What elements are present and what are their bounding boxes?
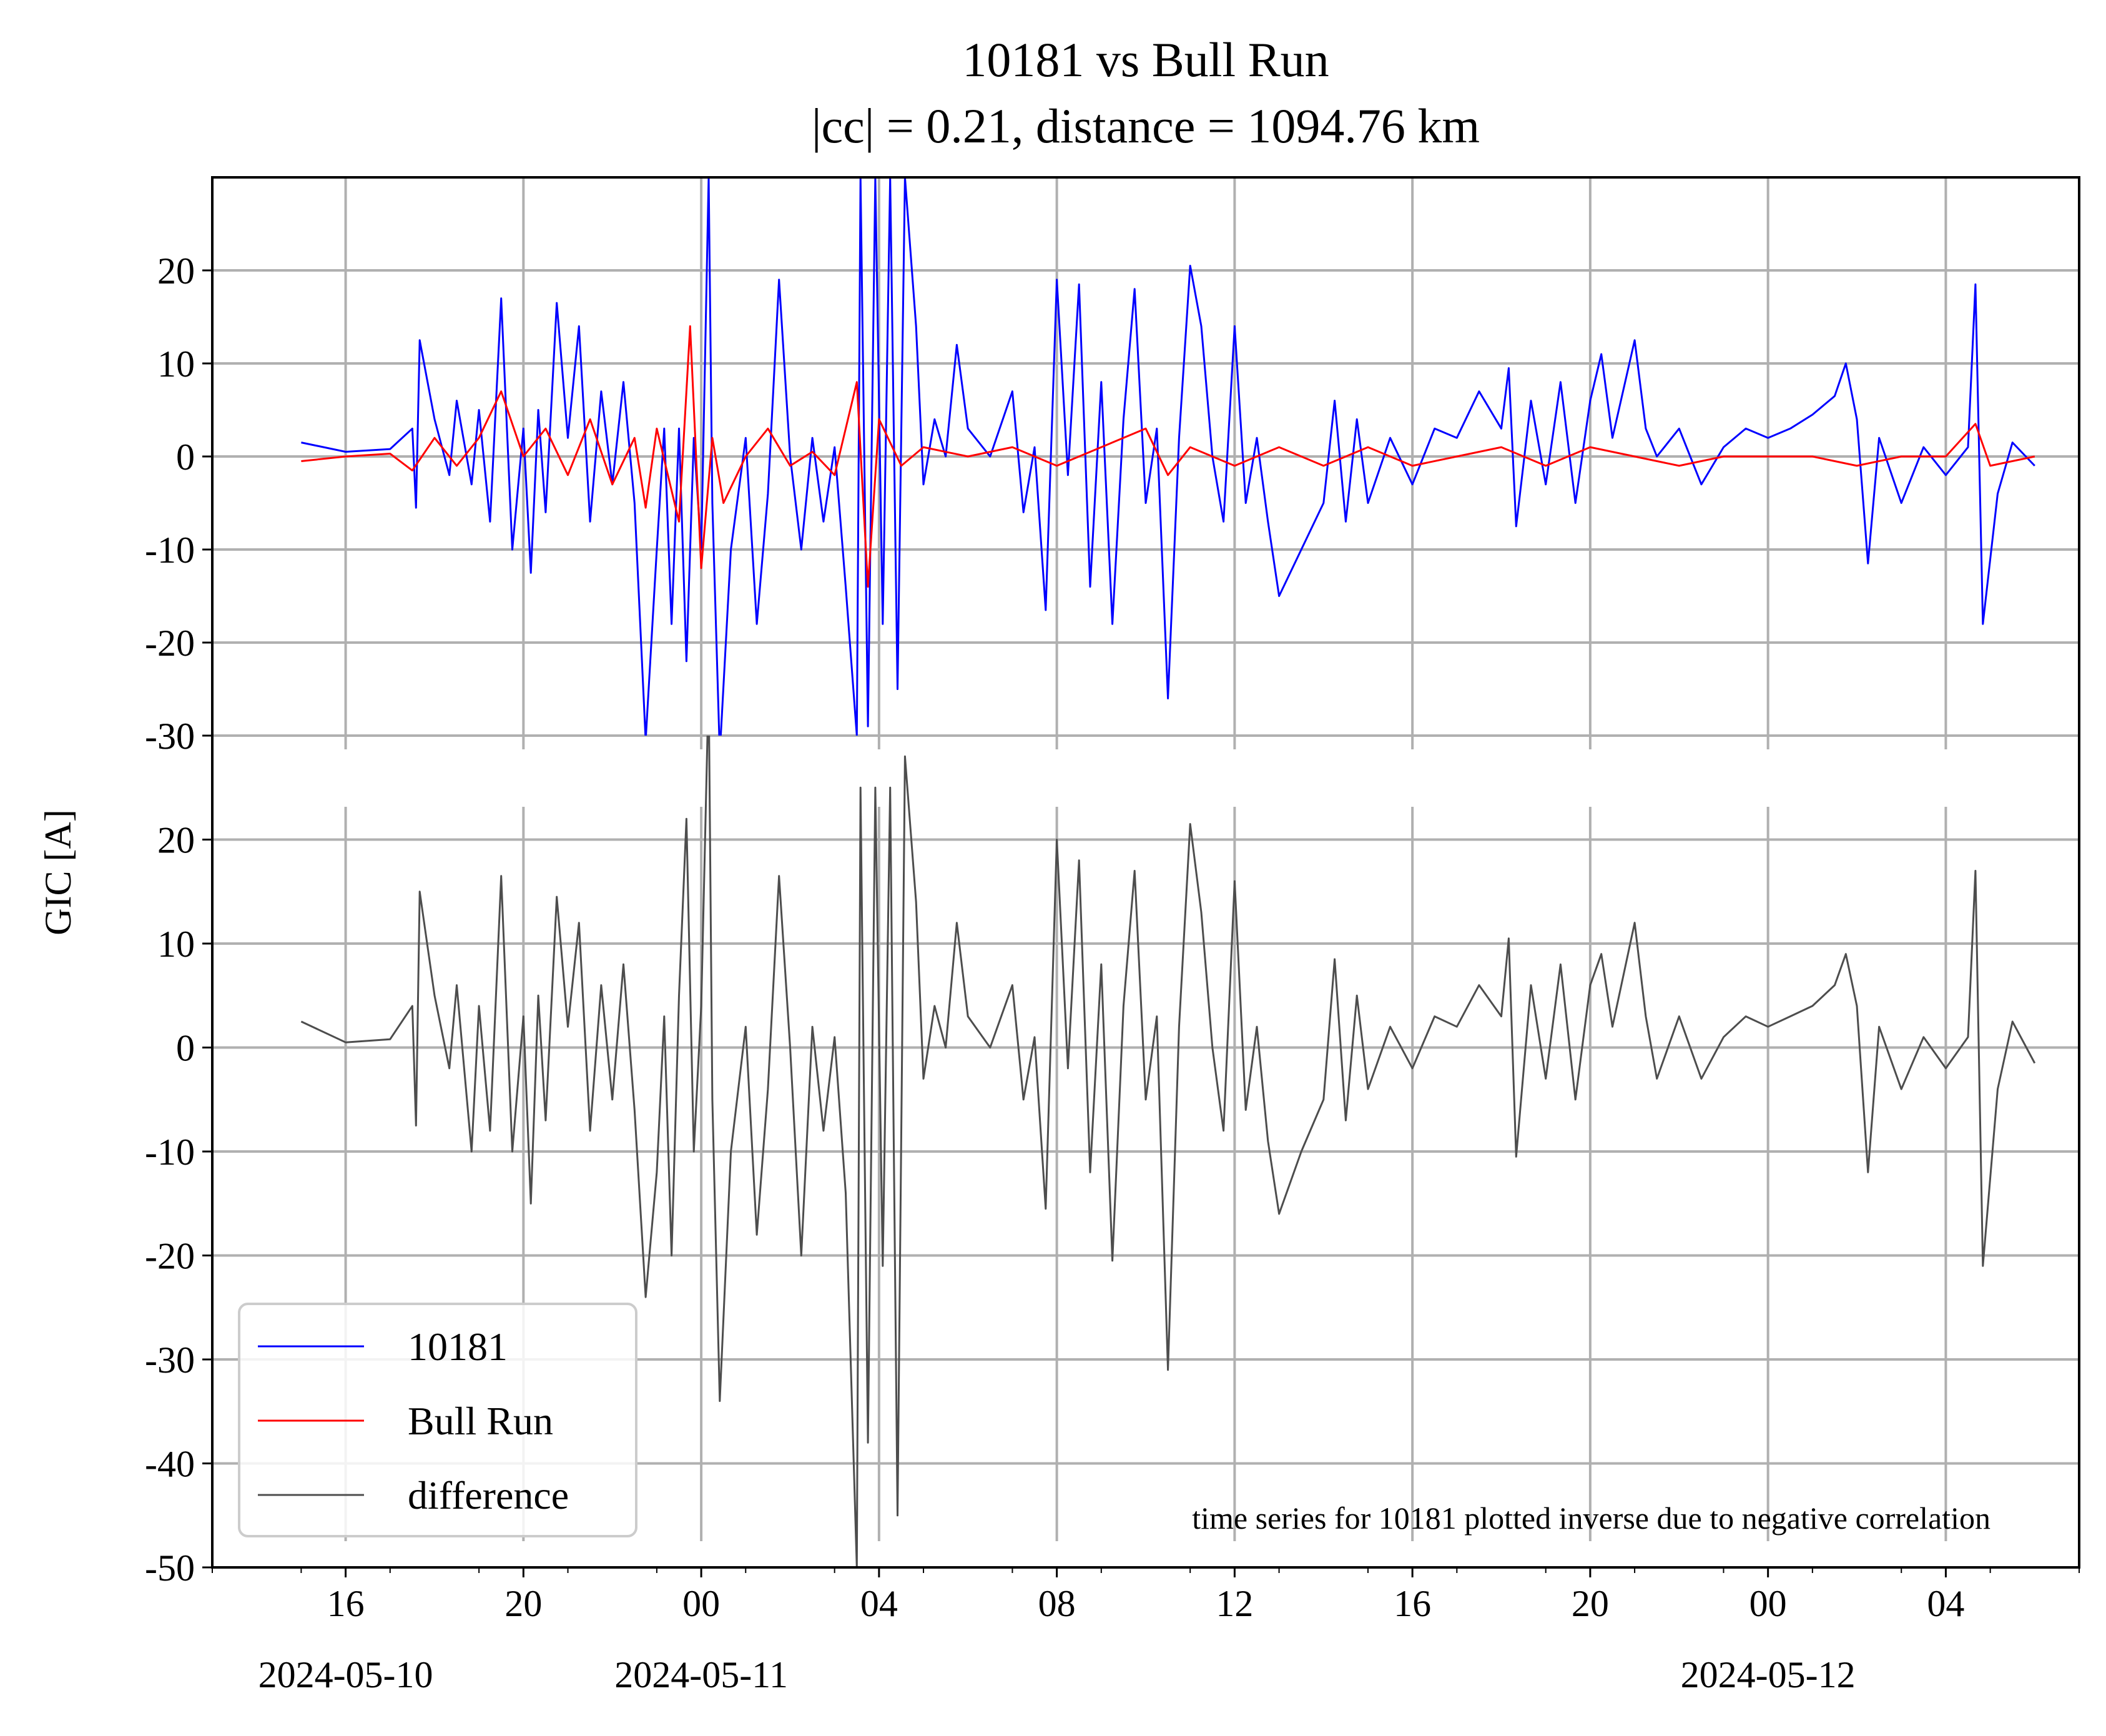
x-tick-label: 20 — [1572, 1583, 1609, 1624]
x-tick-label: 12 — [1216, 1583, 1253, 1624]
y-tick-label: -20 — [145, 1236, 195, 1277]
series-line-bull-run — [301, 325, 2035, 588]
y-tick-label: -30 — [145, 1339, 195, 1381]
y-tick-label: 0 — [176, 436, 195, 478]
y-axis-label: GIC [A] — [37, 809, 79, 935]
x-tick-label: 20 — [504, 1583, 542, 1624]
x-tick-label: 04 — [860, 1583, 898, 1624]
series-line-difference — [300, 736, 2036, 1567]
series-line-10181 — [301, 177, 2035, 736]
x-tick-label: 16 — [1394, 1583, 1431, 1624]
series-layer — [300, 177, 2036, 1567]
y-tick-label: 20 — [157, 250, 195, 292]
x-tick-label: 00 — [1749, 1583, 1787, 1624]
x-date-label: 2024-05-12 — [1681, 1654, 1856, 1695]
legend-label-difference: difference — [408, 1473, 569, 1517]
plot-frame — [211, 176, 2080, 1569]
y-tick-label: 30 — [157, 716, 195, 757]
grid-layer — [212, 177, 2079, 1569]
legend: 10181 Bull Run difference — [238, 1303, 637, 1537]
chart-subtitle: |cc| = 0.21, distance = 1094.76 km — [812, 99, 1480, 153]
ticks-layer: 20100-10-20-303020100-10-20-30-40-501620… — [145, 250, 2080, 1695]
y-tick-label: -10 — [145, 1132, 195, 1173]
y-tick-label: 10 — [157, 924, 195, 965]
x-tick-label: 08 — [1038, 1583, 1076, 1624]
legend-box — [238, 1303, 637, 1537]
legend-label-10181: 10181 — [408, 1324, 508, 1369]
y-tick-label: -10 — [145, 530, 195, 571]
y-tick-label: -20 — [145, 623, 195, 664]
x-tick-label: 16 — [327, 1583, 365, 1624]
y-tick-label: 0 — [176, 1028, 195, 1069]
x-tick-label: 00 — [682, 1583, 720, 1624]
y-tick-label: -30 — [145, 716, 195, 757]
y-tick-label: 20 — [157, 820, 195, 861]
y-tick-label: -50 — [145, 1547, 195, 1589]
legend-label-bull-run: Bull Run — [408, 1399, 553, 1443]
x-date-label: 2024-05-10 — [258, 1654, 433, 1695]
inverse-note: time series for 10181 plotted inverse du… — [1192, 1501, 1990, 1536]
y-tick-label: 10 — [157, 343, 195, 385]
x-date-label: 2024-05-11 — [614, 1654, 788, 1695]
x-tick-label: 04 — [1927, 1583, 1964, 1624]
chart-title: 10181 vs Bull Run — [962, 32, 1329, 87]
y-tick-label: -40 — [145, 1444, 195, 1485]
